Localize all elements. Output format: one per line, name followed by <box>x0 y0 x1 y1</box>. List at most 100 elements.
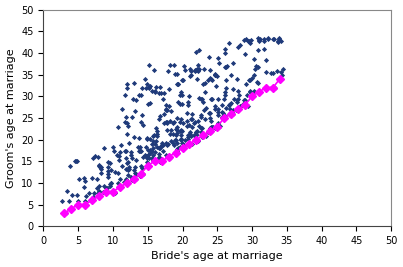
Point <box>142 153 148 157</box>
Point <box>274 69 280 73</box>
Point <box>149 142 155 147</box>
Point <box>143 86 149 90</box>
Point <box>226 103 233 107</box>
Point <box>161 91 167 96</box>
Point <box>242 101 249 106</box>
Point <box>147 137 154 141</box>
Point <box>246 78 253 83</box>
Point <box>278 72 285 77</box>
Point <box>198 115 204 119</box>
Point <box>181 64 187 68</box>
Point <box>226 41 233 45</box>
Point <box>160 112 167 116</box>
Point <box>207 68 213 73</box>
Point <box>230 61 236 65</box>
Point <box>164 108 170 112</box>
Point <box>220 113 227 117</box>
Point <box>164 127 170 132</box>
Point <box>177 129 183 133</box>
Point <box>149 149 155 153</box>
Point <box>143 145 150 150</box>
Point <box>125 168 131 172</box>
Point <box>124 82 131 86</box>
Point <box>174 100 181 104</box>
Point <box>233 100 240 104</box>
Point <box>94 186 100 190</box>
Point <box>124 121 131 125</box>
Point <box>91 154 98 158</box>
Point <box>215 110 221 115</box>
Point <box>157 159 164 164</box>
Point <box>139 172 146 176</box>
Point <box>227 107 233 112</box>
Point <box>144 153 151 158</box>
Point <box>195 62 202 67</box>
Point <box>193 130 199 135</box>
Point <box>188 134 194 138</box>
Point <box>122 93 128 97</box>
Point <box>157 156 164 160</box>
Point <box>137 93 144 97</box>
Point <box>209 125 215 129</box>
Point <box>145 165 152 169</box>
Point <box>184 119 191 123</box>
Point <box>179 141 185 145</box>
Point <box>164 69 171 73</box>
Point <box>126 167 132 171</box>
Point <box>100 190 107 194</box>
Point <box>275 38 281 43</box>
Point <box>172 138 179 143</box>
Point <box>114 153 120 157</box>
Point <box>192 132 199 137</box>
Point <box>96 189 102 193</box>
Point <box>170 132 177 136</box>
Point <box>163 103 169 108</box>
Point <box>108 181 114 186</box>
Point <box>206 111 212 115</box>
Point <box>221 50 228 55</box>
Point <box>125 160 131 164</box>
Point <box>103 189 109 193</box>
Point <box>133 177 139 181</box>
Point <box>206 55 212 60</box>
Point <box>131 81 137 85</box>
Point <box>166 87 172 91</box>
Point <box>214 74 220 78</box>
Point <box>247 38 254 42</box>
Point <box>132 108 138 113</box>
Point <box>170 140 177 145</box>
Point <box>196 66 202 71</box>
Point <box>145 148 151 152</box>
Point <box>105 165 111 169</box>
Point <box>172 138 179 142</box>
Point <box>247 41 253 45</box>
Point <box>177 138 184 142</box>
Point <box>179 78 185 82</box>
Point <box>104 172 111 176</box>
Point <box>212 84 219 88</box>
Point <box>110 145 116 149</box>
Point <box>236 92 243 97</box>
Point <box>123 177 129 182</box>
Point <box>152 90 158 94</box>
Point <box>241 52 248 57</box>
Point <box>137 149 144 153</box>
Point <box>98 165 105 169</box>
Point <box>145 156 152 160</box>
Point <box>174 146 181 150</box>
Point <box>251 73 257 77</box>
Point <box>165 142 171 146</box>
Point <box>195 68 201 72</box>
Point <box>193 50 199 54</box>
Point <box>228 73 234 77</box>
Point <box>132 171 139 175</box>
Point <box>189 116 195 121</box>
Point <box>191 68 198 72</box>
Point <box>128 149 135 154</box>
Point <box>257 37 264 41</box>
Point <box>125 123 131 128</box>
Point <box>276 37 282 41</box>
Point <box>72 159 79 163</box>
Point <box>239 101 246 106</box>
Point <box>214 56 221 60</box>
